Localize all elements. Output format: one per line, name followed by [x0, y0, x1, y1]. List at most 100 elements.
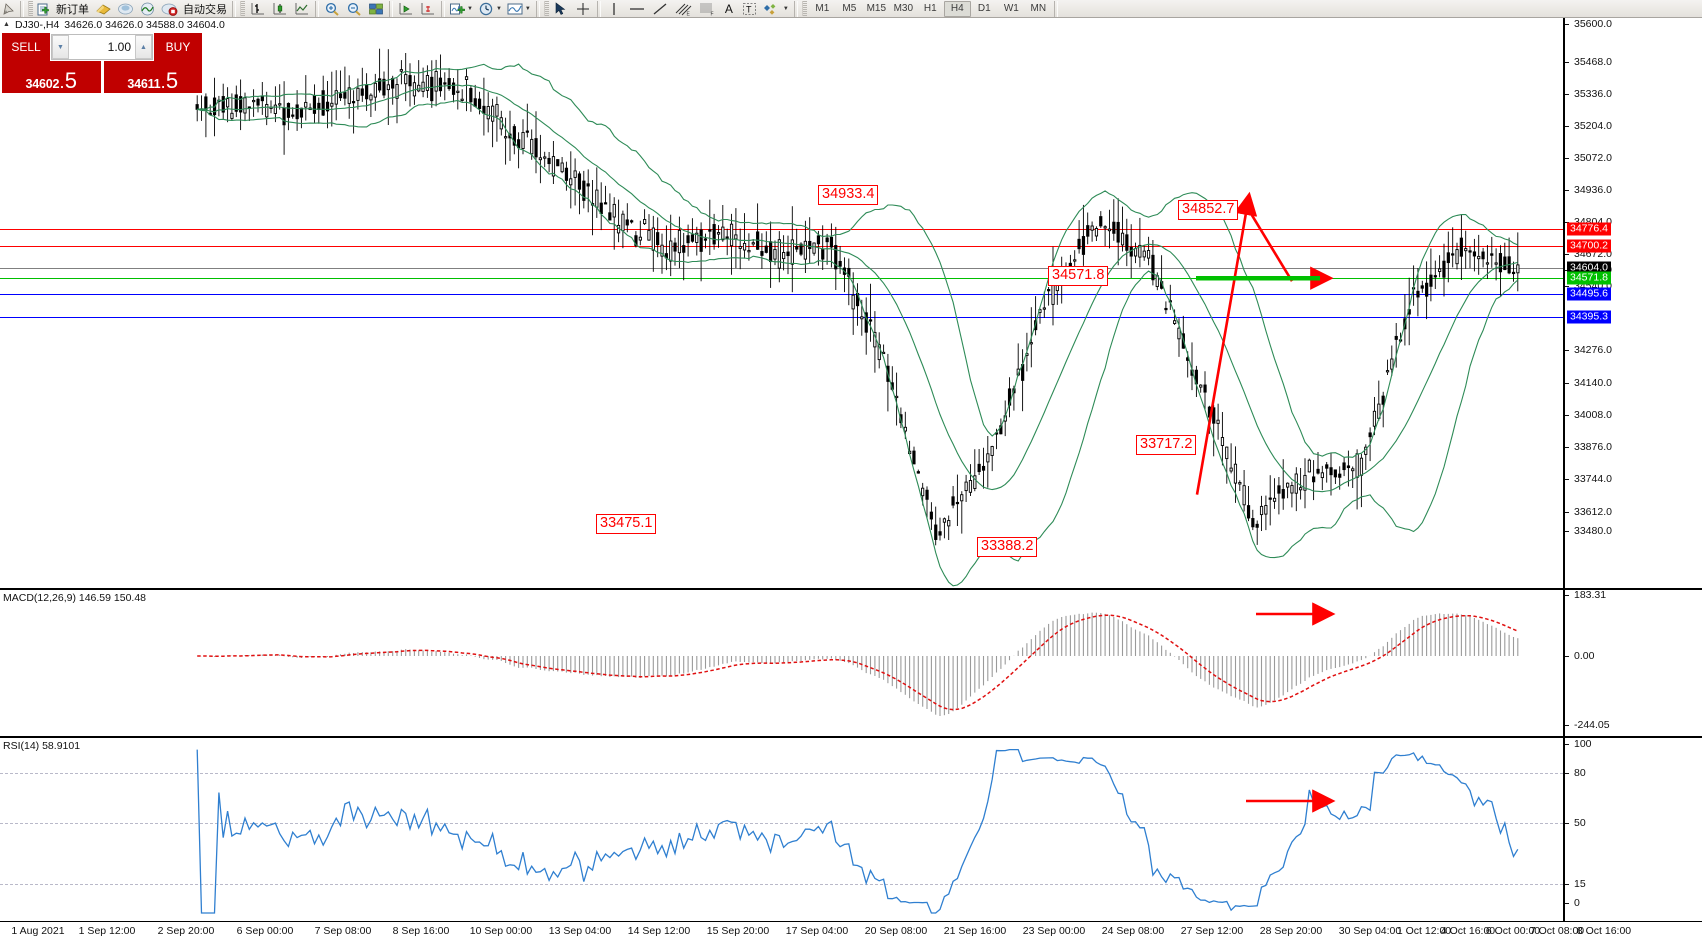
price-axis[interactable]: 35600.0 35468.0 35336.0 35204.0 35072.0 34936… — [1563, 18, 1702, 588]
rsi-title: RSI(14) 58.9101 — [3, 740, 81, 752]
price-plot[interactable]: 34933.4 34852.7 34571.8 33717.2 33475.1 33388… — [0, 18, 1563, 588]
price-annotation-label[interactable]: 34852.7 — [1178, 200, 1239, 220]
grid-tile-icon[interactable] — [365, 0, 387, 18]
price-annotation-label[interactable]: 33717.2 — [1136, 435, 1197, 455]
macd-plot[interactable] — [0, 590, 1563, 736]
price-annotation-label[interactable]: 34933.4 — [818, 185, 879, 205]
timeframe-button-m30[interactable]: M30 — [893, 2, 914, 14]
time-label: 23 Sep 00:00 — [1022, 925, 1086, 937]
rsi-plot[interactable] — [0, 738, 1563, 921]
rsi-axis[interactable]: 100 80 50 15 0 — [1563, 736, 1702, 921]
templates-icon[interactable] — [505, 0, 525, 18]
sell-price-integer: 34602 — [25, 77, 60, 91]
chart-area[interactable]: 34933.4 34852.7 34571.8 33717.2 33475.1 33388… — [0, 18, 1702, 939]
price-level-tag[interactable]: 34395.3 — [1567, 310, 1611, 324]
timeframe-button-m1[interactable]: M1 — [815, 2, 830, 14]
trendline-icon[interactable] — [649, 0, 671, 18]
price-annotation-label[interactable]: 33388.2 — [977, 537, 1038, 557]
toolbar-grip[interactable] — [543, 1, 549, 16]
add-indicator-icon[interactable] — [447, 0, 467, 18]
equidistant-channel-icon[interactable]: E — [671, 0, 695, 18]
time-label: 10 Sep 00:00 — [469, 925, 533, 937]
new-order-icon[interactable] — [35, 0, 53, 18]
volume-increment-icon[interactable]: ▲ — [135, 35, 152, 59]
price-annotation-label[interactable]: 33475.1 — [596, 514, 657, 534]
time-axis[interactable]: 1 Aug 2021 1 Sep 12:00 2 Sep 20:00 6 Sep 00… — [0, 921, 1702, 939]
chart-shift-icon[interactable] — [417, 0, 439, 18]
auto-trading-icon[interactable] — [158, 0, 180, 18]
price-tick: 33744.0 — [1565, 473, 1612, 485]
horizontal-line-icon[interactable] — [625, 0, 649, 18]
auto-trading-label[interactable]: 自动交易 — [183, 3, 227, 16]
price-level-line — [0, 294, 1563, 295]
shapes-dropdown-chevron-down-icon[interactable]: ▼ — [782, 5, 789, 12]
templates-dropdown-chevron-down-icon[interactable]: ▼ — [524, 5, 531, 12]
rsi-threshold-line — [0, 773, 1563, 774]
expert-advisor-icon[interactable] — [92, 0, 114, 18]
macd-axis[interactable]: 183.31 0.00 -244.05 — [1563, 588, 1702, 736]
vertical-line-icon[interactable] — [603, 0, 625, 18]
volume-stepper[interactable]: ▼ 1.00 ▲ — [51, 34, 153, 60]
rsi-pane[interactable]: RSI(14) 58.9101 — [0, 736, 1563, 921]
text-tool-icon[interactable]: A — [719, 0, 739, 18]
market-watch-icon[interactable] — [136, 0, 158, 18]
time-label: 8 Oct 16:00 — [1576, 925, 1632, 937]
toolbar-grip[interactable] — [28, 1, 33, 16]
arrows-shapes-icon[interactable] — [761, 0, 783, 18]
price-level-tag[interactable]: 34571.8 — [1567, 271, 1611, 285]
timeframe-button-m15[interactable]: M15 — [866, 2, 887, 14]
time-label: 8 Sep 16:00 — [392, 925, 450, 937]
price-level-tag[interactable]: 34495.6 — [1567, 287, 1611, 301]
metaeditor-icon[interactable] — [114, 0, 136, 18]
price-level-tag[interactable]: 34776.4 — [1567, 222, 1611, 236]
timeframe-button-w1[interactable]: W1 — [1003, 2, 1019, 14]
price-tick: 34276.0 — [1565, 344, 1612, 356]
symbol-info-bar: ▲ DJ30-,H4 34626.0 34626.0 34588.0 34604… — [0, 18, 225, 31]
price-level-tag[interactable]: 34700.2 — [1567, 239, 1611, 253]
cursor-tool-icon[interactable] — [0, 0, 18, 18]
buy-price[interactable]: 34611 . 5 — [103, 61, 202, 93]
time-label: 24 Sep 08:00 — [1101, 925, 1165, 937]
timeframe-button-h4[interactable]: H4 — [943, 0, 971, 17]
timeframe-button-d1[interactable]: D1 — [977, 2, 991, 14]
sell-price[interactable]: 34602 . 5 — [2, 61, 101, 93]
buy-button[interactable]: BUY — [154, 33, 202, 61]
sell-price-fraction: 5 — [64, 68, 77, 93]
candlestick-chart-icon[interactable] — [269, 0, 291, 18]
time-label: 27 Sep 12:00 — [1180, 925, 1244, 937]
price-tick: 33480.0 — [1565, 525, 1612, 537]
text-label-tool-icon[interactable]: T — [739, 0, 761, 18]
bar-chart-icon[interactable] — [247, 0, 269, 18]
toolbar-separator — [20, 0, 24, 17]
svg-text:T: T — [746, 4, 752, 14]
toolbar-grip[interactable] — [240, 1, 245, 16]
line-chart-icon[interactable] — [291, 0, 313, 18]
volume-decrement-icon[interactable]: ▼ — [52, 35, 69, 59]
cursor-select-icon[interactable] — [551, 0, 571, 18]
new-order-label[interactable]: 新订单 — [56, 3, 89, 16]
crosshair-icon[interactable] — [571, 0, 595, 18]
fibonacci-retracement-icon[interactable]: F — [695, 0, 719, 18]
price-level-tag[interactable]: 34604.0 — [1567, 261, 1611, 275]
chart-collapse-triangle-icon[interactable]: ▲ — [3, 21, 10, 28]
macd-pane[interactable]: MACD(12,26,9) 146.59 150.48 — [0, 588, 1563, 736]
zoom-out-icon[interactable] — [343, 0, 365, 18]
auto-scroll-icon[interactable] — [395, 0, 417, 18]
indicator-dropdown-chevron-down-icon[interactable]: ▼ — [467, 5, 473, 12]
timeframe-button-mn[interactable]: MN — [1030, 2, 1047, 14]
price-pane[interactable]: 34933.4 34852.7 34571.8 33717.2 33475.1 33388… — [0, 18, 1563, 588]
price-annotation-label[interactable]: 34571.8 — [1048, 266, 1109, 286]
trade-panel-divider — [100, 61, 104, 93]
timeframe-button-m5[interactable]: M5 — [842, 2, 857, 14]
zoom-in-icon[interactable] — [321, 0, 343, 18]
price-tick: 35468.0 — [1565, 56, 1612, 68]
timeframe-dropdown-chevron-down-icon[interactable]: ▼ — [495, 5, 502, 12]
volume-value[interactable]: 1.00 — [107, 40, 131, 54]
timeframe-clock-icon[interactable] — [476, 0, 496, 18]
sell-button[interactable]: SELL — [2, 33, 50, 61]
price-tick: 34008.0 — [1565, 409, 1612, 421]
one-click-trading-panel[interactable]: SELL ▼ 1.00 ▲ BUY 34602 . 5 34611 . — [2, 33, 202, 93]
timeframe-button-h1[interactable]: H1 — [923, 2, 937, 14]
toolbar-grip[interactable] — [801, 1, 807, 16]
price-tick: 35600.0 — [1565, 18, 1612, 30]
